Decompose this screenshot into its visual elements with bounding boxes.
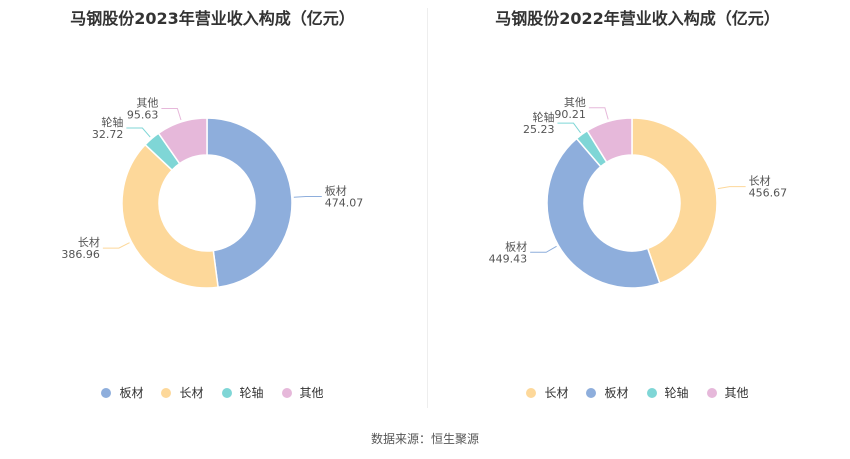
legend-2022: 长材 板材 轮轴 其他 (425, 384, 850, 401)
slice-长材[interactable] (631, 117, 718, 285)
slice-label-其他: 其他 (136, 97, 158, 110)
slice-label-轮轴: 轮轴 (532, 110, 554, 124)
legend-item-板材[interactable]: 板材 (101, 384, 143, 401)
slice-value-长材: 456.67 (749, 187, 788, 200)
leader-line-板材 (530, 245, 557, 253)
panel-divider (427, 8, 428, 408)
legend-marker (586, 387, 597, 398)
leader-line-板材 (293, 196, 322, 198)
legend-marker (646, 387, 657, 398)
chart-title-2023: 马钢股份2023年营业收入构成（亿元） (70, 9, 355, 28)
chart-title-2022: 马钢股份2022年营业收入构成（亿元） (495, 9, 780, 28)
legend-label: 长材 (179, 386, 204, 400)
slice-label-长材: 长材 (78, 235, 100, 249)
legend-2023: 板材 长材 轮轴 其他 (0, 384, 425, 401)
slice-label-长材: 长材 (749, 174, 771, 188)
legend-item-轮轴[interactable]: 轮轴 (646, 384, 689, 401)
legend-label: 板材 (119, 386, 144, 400)
legend-marker (101, 387, 112, 398)
legend-item-其他[interactable]: 其他 (706, 384, 749, 401)
legend-label: 板材 (604, 386, 629, 400)
slice-value-板材: 449.43 (489, 252, 528, 265)
legend-item-长材[interactable]: 长材 (526, 384, 568, 401)
slice-value-长材: 386.96 (61, 248, 100, 261)
legend-label: 其他 (299, 386, 324, 400)
legend-item-其他[interactable]: 其他 (281, 384, 324, 401)
slice-其他[interactable] (157, 117, 208, 165)
legend-item-长材[interactable]: 长材 (161, 384, 204, 401)
leader-line-长材 (102, 242, 130, 249)
slice-板材[interactable] (206, 117, 293, 289)
legend-item-轮轴[interactable]: 轮轴 (221, 384, 264, 401)
legend-marker (161, 387, 172, 398)
legend-label: 轮轴 (239, 386, 264, 400)
leader-line-轮轴 (557, 122, 581, 134)
slice-label-板材: 板材 (325, 184, 347, 198)
legend-marker (221, 387, 232, 398)
slice-value-轮轴: 25.23 (523, 123, 555, 136)
slice-其他[interactable] (586, 117, 633, 164)
leader-line-长材 (717, 186, 746, 190)
leader-line-其他 (161, 108, 182, 121)
slice-板材[interactable] (546, 137, 661, 289)
legend-marker (281, 387, 292, 398)
slice-value-其他: 90.21 (554, 108, 586, 121)
chart-2022: 马钢股份2022年营业收入构成（亿元） 长材 456.67 板材 449.43 轮轴 25… (425, 0, 850, 410)
slice-label-板材: 板材 (505, 239, 527, 253)
legend-label: 其他 (724, 386, 749, 400)
leader-line-轮轴 (126, 127, 151, 138)
legend-marker (526, 387, 537, 398)
data-source: 数据来源：恒生聚源 (370, 432, 479, 446)
slice-label-轮轴: 轮轴 (101, 115, 123, 129)
legend-item-板材[interactable]: 板材 (586, 384, 629, 401)
legend-label: 长材 (544, 386, 569, 400)
slice-长材[interactable] (121, 143, 219, 289)
legend-label: 轮轴 (664, 386, 689, 400)
leader-line-其他 (588, 107, 609, 120)
chart-2023: 马钢股份2023年营业收入构成（亿元） 板材 474.07 长材 386.96 轮轴 32… (0, 0, 425, 410)
legend-marker (706, 387, 717, 398)
slice-value-其他: 95.63 (127, 109, 159, 122)
slice-value-轮轴: 32.72 (92, 128, 124, 141)
slice-value-板材: 474.07 (325, 197, 364, 210)
slice-label-其他: 其他 (564, 96, 586, 109)
